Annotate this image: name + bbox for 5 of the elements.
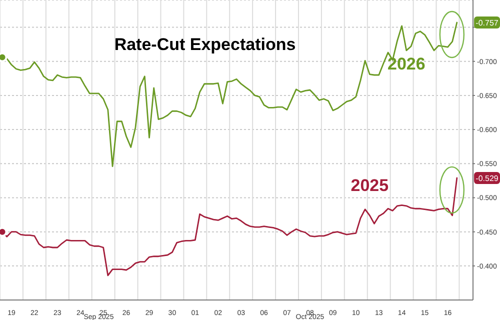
text: -0.529 xyxy=(476,174,499,183)
text: -0.757 xyxy=(476,18,499,28)
text: Rate-Cut Expectations xyxy=(114,35,296,54)
series-label: 2025 xyxy=(350,176,389,195)
series-label: 2026 xyxy=(388,54,426,74)
